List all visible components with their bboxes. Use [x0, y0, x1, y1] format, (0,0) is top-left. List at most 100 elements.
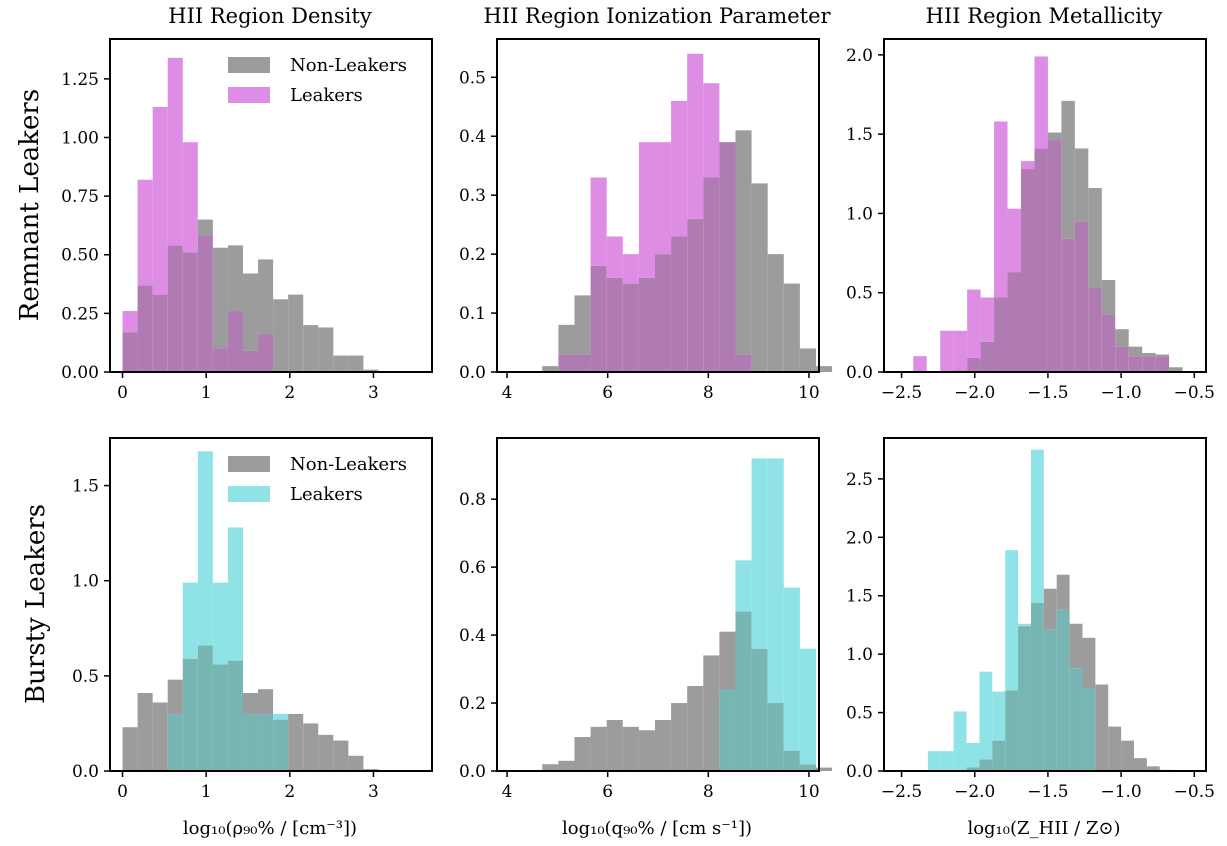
x-tick-label: −0.5: [1174, 383, 1215, 403]
histogram-bar-non-leakers: [815, 767, 833, 771]
x-tick-label: 3: [368, 383, 379, 403]
histogram-bar-non-leakers: [333, 740, 349, 771]
x-tick-label: 8: [703, 782, 714, 802]
histogram-bar-overlap: [182, 658, 198, 771]
histogram-bar-leakers: [212, 582, 228, 665]
x-tick-label: −0.5: [1174, 782, 1215, 802]
x-tick-label: 6: [602, 782, 613, 802]
histogram-bar-leakers: [940, 330, 954, 372]
histogram-bar-non-leakers: [227, 245, 243, 312]
x-tick-label: −2.5: [881, 782, 922, 802]
histogram-bar-non-leakers: [574, 295, 591, 355]
histogram-bar-overlap: [167, 713, 183, 771]
histogram-bar-leakers: [1005, 550, 1019, 691]
histogram-bar-overlap: [122, 332, 138, 372]
x-tick-label: −1.0: [1100, 782, 1141, 802]
y-tick-label: 0.5: [846, 704, 873, 724]
y-tick-label: 0.2: [459, 694, 486, 714]
histogram-bar-leakers: [687, 53, 704, 219]
histogram-bar-non-leakers: [318, 734, 334, 771]
histogram-bar-overlap: [1082, 688, 1096, 771]
x-tick-label: 1: [201, 383, 212, 403]
histogram-bar-overlap: [1128, 356, 1143, 372]
histogram-bar-overlap: [167, 245, 183, 372]
histogram-bar-non-leakers: [333, 355, 349, 372]
histogram-bar-overlap: [1142, 356, 1156, 372]
y-tick-label: 0.5: [72, 667, 99, 687]
histogram-bar-overlap: [992, 740, 1006, 771]
histogram-bar-non-leakers: [303, 723, 319, 771]
histogram-bar-leakers: [227, 527, 243, 661]
histogram-bar-overlap: [767, 703, 784, 771]
histogram-bar-overlap: [197, 235, 213, 372]
histogram-bar-non-leakers: [799, 348, 816, 372]
y-tick-label: 1.25: [61, 70, 99, 90]
y-tick-label: 0.75: [61, 187, 99, 207]
histogram-bar-non-leakers: [1095, 684, 1109, 771]
histogram-bar-overlap: [590, 265, 607, 372]
histogram-bar-overlap: [242, 350, 259, 372]
x-tick-label: 8: [703, 383, 714, 403]
panel-remnant-density: 0 1 2 3 0.00 0.25 0.50 0.75 1.00 1.25 Non-Leakers L…: [61, 38, 433, 403]
histogram-bar-non-leakers: [542, 366, 559, 372]
histogram-bar-overlap: [197, 645, 213, 771]
y-tick-label: 0.1: [459, 304, 486, 324]
histogram-bar-overlap: [994, 297, 1008, 372]
column-title-ionization: HII Region Ionization Parameter: [483, 4, 831, 28]
histogram-bar-non-leakers: [1056, 574, 1070, 610]
histogram-bar-overlap: [242, 713, 259, 771]
histogram-bar-leakers: [994, 121, 1008, 298]
histogram-bar-leakers: [590, 177, 607, 266]
x-tick-label: 2: [284, 383, 295, 403]
y-tick-label: 0.5: [846, 284, 873, 304]
histogram-bar-overlap: [137, 285, 153, 372]
histogram-bar-leakers: [137, 179, 153, 286]
histogram-bar-non-leakers: [1142, 352, 1156, 357]
histogram-bar-leakers: [182, 142, 198, 253]
legend-label-non-leakers: Non-Leakers: [290, 454, 407, 475]
legend-label-non-leakers: Non-Leakers: [290, 55, 407, 76]
x-tick-label: 2: [284, 782, 295, 802]
histogram-bar-leakers: [1030, 449, 1044, 603]
histogram-bar-non-leakers: [1146, 766, 1160, 771]
y-tick-label: 0.4: [459, 626, 486, 646]
histogram-bar-leakers: [735, 560, 752, 612]
histogram-bar-non-leakers: [258, 689, 274, 714]
histogram-bar-non-leakers: [1074, 148, 1089, 222]
x-tick-label: 4: [502, 383, 513, 403]
x-tick-label: 10: [798, 782, 820, 802]
histogram-bar-leakers: [913, 356, 927, 372]
panel-remnant-metallicity: −2.5 −2.0 −1.5 −1.0 −0.5 0.0 0.5 1.0 1.5 2.0: [846, 38, 1215, 403]
histogram-bar-leakers: [167, 57, 183, 246]
histogram-bar-overlap: [980, 341, 995, 372]
histogram-bar-overlap: [719, 142, 736, 372]
histogram-bar-leakers: [992, 691, 1006, 741]
histogram-bar-non-leakers: [242, 273, 259, 351]
histogram-bar-non-leakers: [751, 183, 768, 372]
histogram-bar-non-leakers: [671, 703, 688, 771]
histogram-bar-overlap: [1088, 287, 1102, 372]
histogram-bar-non-leakers: [152, 702, 168, 771]
histogram-bar-overlap: [638, 277, 655, 372]
histogram-bar-non-leakers: [622, 726, 639, 771]
histogram-bar-non-leakers: [1169, 367, 1183, 372]
histogram-bar-non-leakers: [1108, 726, 1122, 771]
histogram-bar-non-leakers: [137, 692, 153, 771]
histogram-bar-leakers: [967, 289, 981, 358]
histogram-bar-non-leakers: [1069, 623, 1083, 669]
histogram-bar-overlap: [212, 348, 228, 372]
histogram-bar-leakers: [751, 458, 768, 649]
histogram-bar-leakers: [953, 330, 968, 371]
histogram-bar-overlap: [735, 611, 752, 771]
histogram-bar-non-leakers: [197, 219, 213, 236]
y-tick-label: 0.8: [459, 490, 486, 510]
histogram-bar-non-leakers: [303, 325, 319, 372]
histogram-bar-non-leakers: [167, 679, 183, 714]
histogram-bar-non-leakers: [783, 283, 800, 372]
histogram-bar-overlap: [719, 689, 736, 771]
histogram-bar-overlap: [182, 252, 198, 372]
histogram-bar-leakers: [799, 648, 816, 765]
histogram-bar-non-leakers: [273, 299, 289, 372]
histogram-bar-non-leakers: [288, 294, 304, 372]
panel-bursty-ionization: 4 6 8 10 0.0 0.2 0.4 0.6 0.8: [459, 437, 833, 802]
